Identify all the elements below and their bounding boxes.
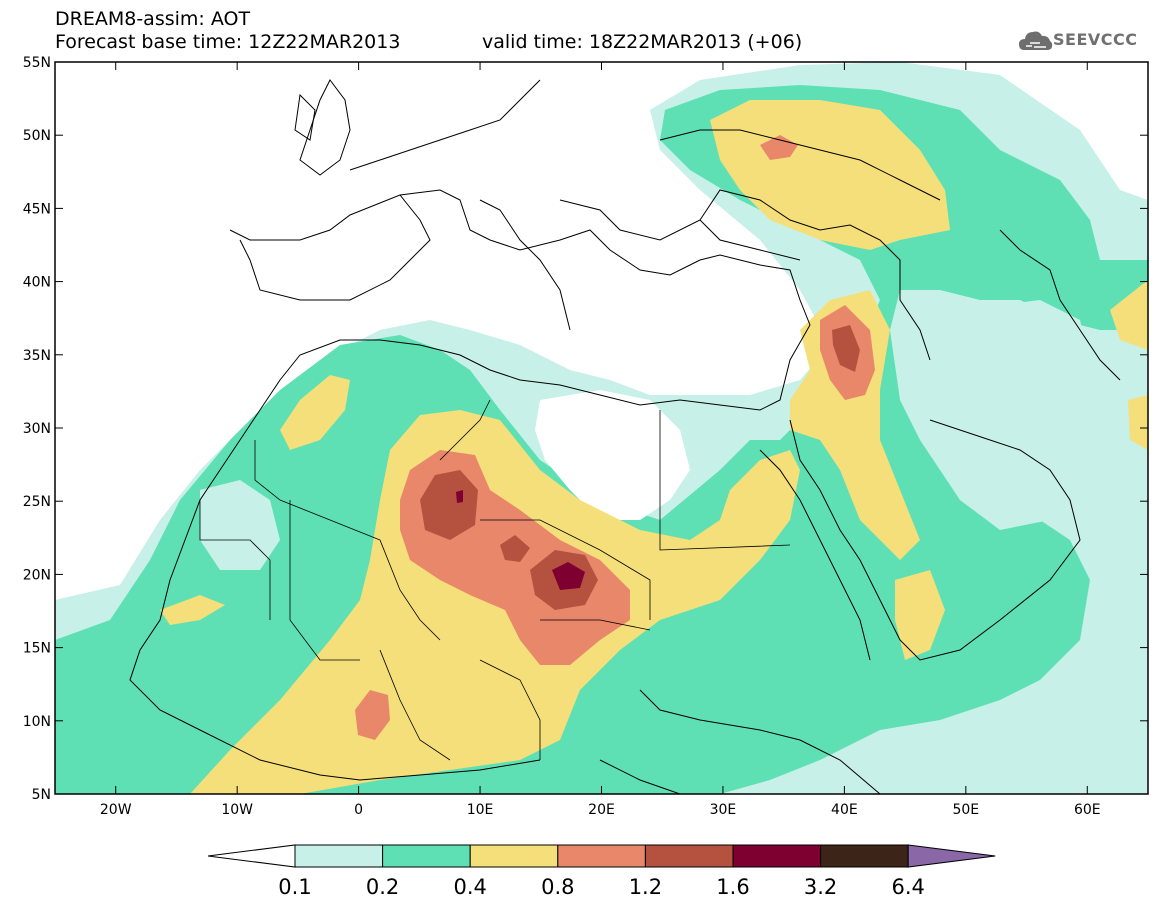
aot-band-1.2-iraq — [832, 325, 860, 372]
colorbar-label: 3.2 — [804, 875, 837, 899]
aot-band-1.6 — [552, 562, 585, 590]
colorbar-swatch — [644, 844, 734, 868]
lon-tick-label: 50E — [952, 802, 979, 818]
colorbar-swatch — [557, 844, 646, 868]
aot-band-0.8-ukraine — [760, 135, 798, 160]
lon-tick-label: 10E — [467, 802, 494, 818]
lon-tick-label: 20E — [588, 802, 615, 818]
aot-band-1.2-west — [500, 535, 530, 562]
lon-tick-label: 30E — [710, 802, 737, 818]
lat-tick-label: 5N — [32, 787, 51, 803]
aot-clear-arabia — [930, 400, 1060, 530]
aot-contours — [55, 62, 1148, 794]
colorbar-label: 0.4 — [453, 875, 486, 899]
lat-tick-label: 55N — [23, 55, 51, 71]
aot-band-0.4-yemen — [895, 570, 945, 660]
lat-tick-label: 25N — [23, 494, 51, 510]
colorbar-label: 0.2 — [366, 875, 399, 899]
colorbar-swatch — [294, 844, 384, 868]
lat-tick-label: 50N — [23, 128, 51, 144]
colorbar-label: 0.8 — [541, 875, 574, 899]
aot-band-1.2 — [420, 470, 478, 540]
cloud-icon — [1019, 31, 1053, 50]
aot-band-1.6-libya — [456, 490, 463, 503]
aot-band-0.4-morocco — [280, 375, 350, 450]
colorbar-over-arrow — [907, 844, 996, 868]
colorbar-label: 1.6 — [716, 875, 749, 899]
colorbar-label: 6.4 — [891, 875, 924, 899]
lat-tick-label: 40N — [23, 275, 51, 291]
aot-clear-iran — [960, 300, 1090, 380]
country-borders — [199, 399, 791, 761]
lon-tick-label: 40E — [831, 802, 858, 818]
lat-tick-label: 30N — [23, 421, 51, 437]
colorbar-label: 0.1 — [278, 875, 311, 899]
lon-tick-label: 0 — [354, 802, 363, 818]
lat-tick-label: 35N — [23, 348, 51, 364]
colorbar-under-arrow — [207, 844, 296, 868]
colorbar-swatch — [469, 844, 559, 868]
valid-time: valid time: 18Z22MAR2013 (+06) — [482, 31, 803, 53]
colorbar-swatch — [382, 844, 471, 868]
colorbar-label: 1.2 — [629, 875, 662, 899]
colorbar: 0.1 0.2 0.4 0.8 1.2 1.6 3.2 6.4 — [207, 844, 996, 899]
aot-band-0.2 — [55, 85, 1148, 794]
lon-tick-label: 20W — [100, 802, 132, 818]
map-title: DREAM8-assim: AOT — [55, 8, 251, 30]
aot-band-0.8-nigeria — [355, 690, 390, 740]
lat-tick-label: 10N — [23, 714, 51, 730]
lon-tick-label: 60E — [1074, 802, 1101, 818]
seevccc-logo: SEEVCCC — [1053, 30, 1138, 49]
colorbar-swatch — [820, 844, 909, 868]
colorbar-swatch — [732, 844, 822, 868]
lat-tick-label: 45N — [23, 201, 51, 217]
aot-band-0.4-gulf — [1128, 395, 1148, 450]
axis-ticks: 20W 10W 0 10E 20E 30E 40E 50E 60E 55N 50N 45N 40N 35N… — [23, 55, 1148, 818]
lat-tick-label: 15N — [23, 641, 51, 657]
aot-band-0.4-sahel — [160, 595, 225, 625]
aot-clear-west-africa — [200, 480, 280, 570]
forecast-base-time: Forecast base time: 12Z22MAR2013 — [55, 31, 401, 53]
lon-tick-label: 10W — [221, 802, 253, 818]
lat-tick-label: 20N — [23, 567, 51, 583]
aot-band-0.4-iran — [1110, 280, 1148, 350]
aot-clear-sahara-north — [535, 390, 690, 520]
coastlines — [129, 79, 1121, 794]
